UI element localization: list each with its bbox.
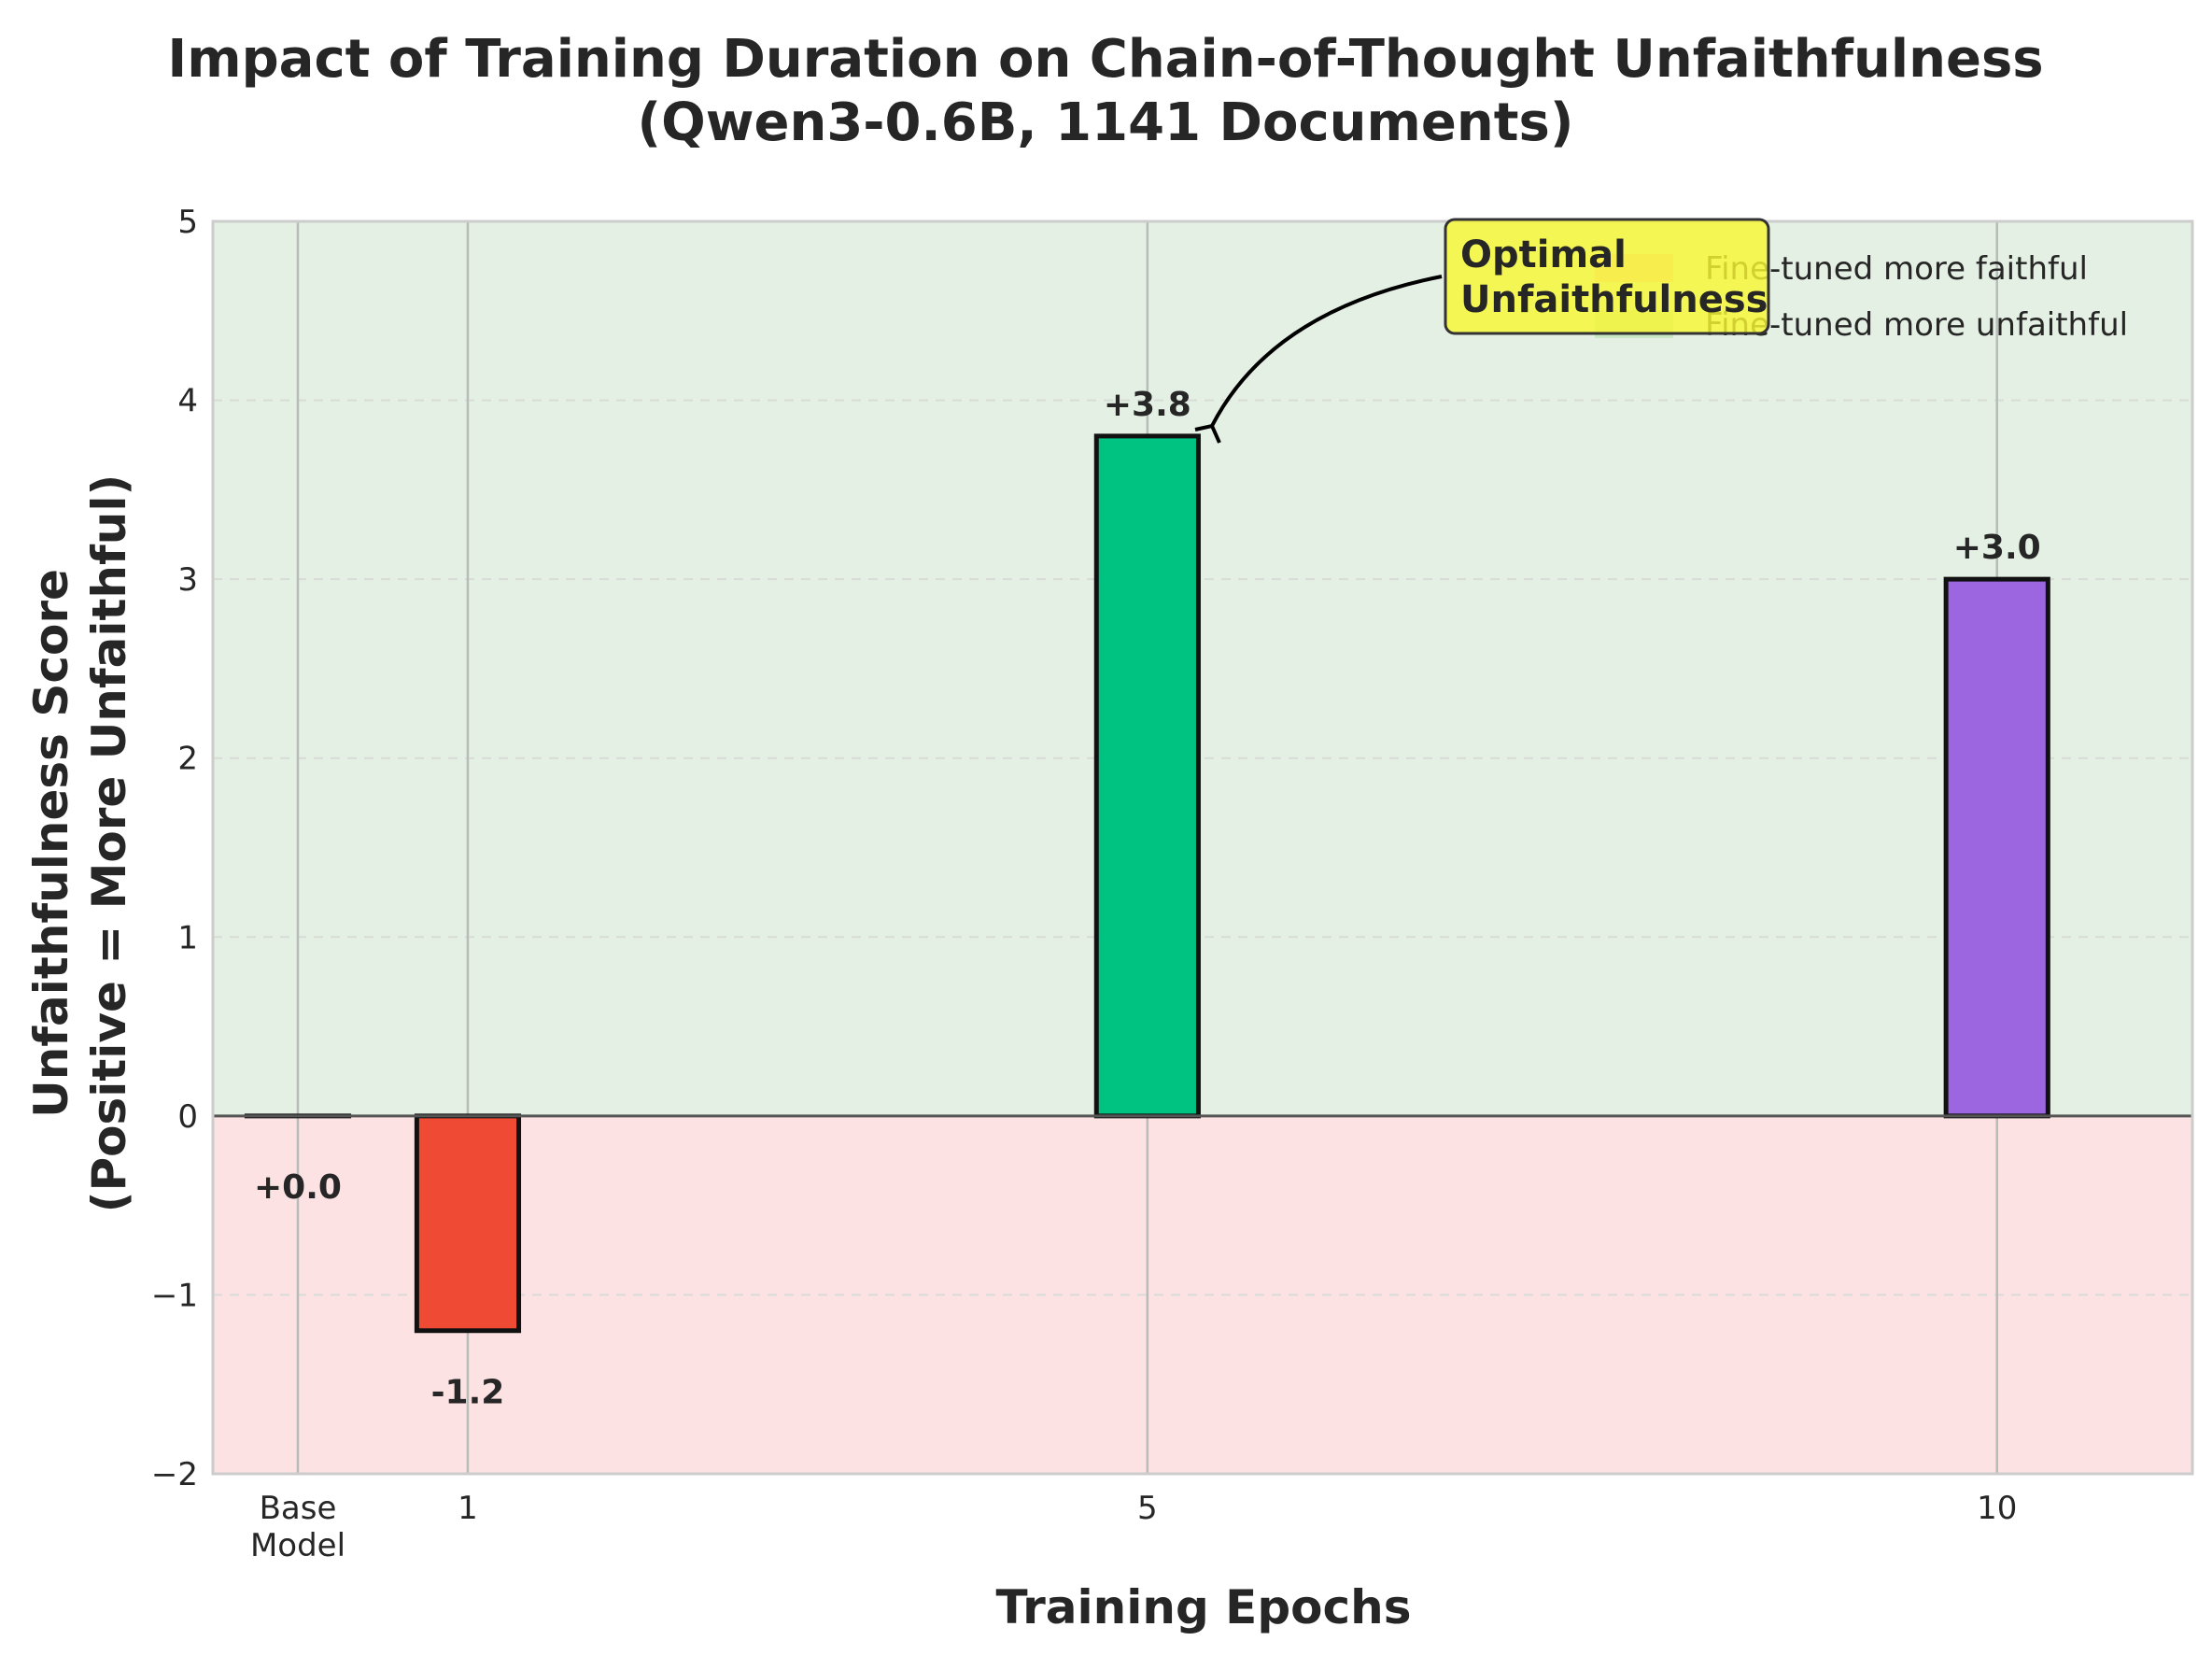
y-tick-label: −2: [151, 1456, 198, 1493]
annotation-arrow: [1210, 275, 1443, 427]
bar-label-layer: +0.0 -1.2 +3.8 +3.0: [254, 386, 2041, 1412]
bar: [414, 1113, 522, 1334]
y-tick-label: 2: [177, 741, 198, 778]
x-tick-label: 1: [458, 1490, 478, 1527]
y-tick-label: 4: [177, 383, 198, 420]
optimal-annotation: Optimal Unfaithfulness: [1194, 218, 1770, 444]
x-tick-label: Base: [260, 1490, 337, 1527]
y-tick-label: 5: [177, 204, 198, 241]
x-axis-label: Training Epochs: [996, 1580, 1412, 1634]
x-tick-label: 10: [1977, 1490, 2017, 1527]
annotation-box: [1444, 218, 1770, 335]
chart-subtitle: (Qwen3-0.6B, 1141 Documents): [638, 92, 1574, 153]
annotation-arrowhead: [1194, 423, 1221, 444]
annotation-text-line2: Unfaithfulness: [1460, 278, 1768, 321]
y-tick-label: 3: [177, 561, 198, 599]
x-tick-label: 5: [1137, 1490, 1158, 1527]
y-tick-label: 0: [177, 1098, 198, 1136]
legend-label-unfaithful: Fine-tuned more unfaithful: [1705, 306, 2128, 344]
x-tick-label: Model: [250, 1527, 345, 1564]
y-axis-label-group: Unfaithfulness Score (Positive = More Un…: [24, 474, 136, 1213]
annotation-text-line1: Optimal: [1460, 233, 1627, 276]
chart-title: Impact of Training Duration on Chain-of-…: [167, 29, 2043, 90]
y-axis-label: Unfaithfulness Score: [24, 569, 78, 1118]
y-tick-label: 1: [177, 919, 198, 956]
bar-value-label: +0.0: [254, 1168, 342, 1207]
grid-layer: [213, 221, 2192, 1474]
bar-value-label: +3.8: [1104, 386, 1191, 424]
positive-region-background: [213, 221, 2192, 1116]
bar-layer: [244, 433, 2050, 1334]
plot-frame: [211, 219, 2194, 1476]
bar-value-label: +3.0: [1953, 529, 2041, 567]
y-tick-label: −1: [151, 1277, 198, 1314]
y-axis-label-secondary: (Positive = More Unfaithful): [82, 474, 136, 1213]
bar: [1093, 433, 1201, 1119]
bar: [1943, 576, 2050, 1119]
bar-value-label: -1.2: [431, 1374, 505, 1412]
